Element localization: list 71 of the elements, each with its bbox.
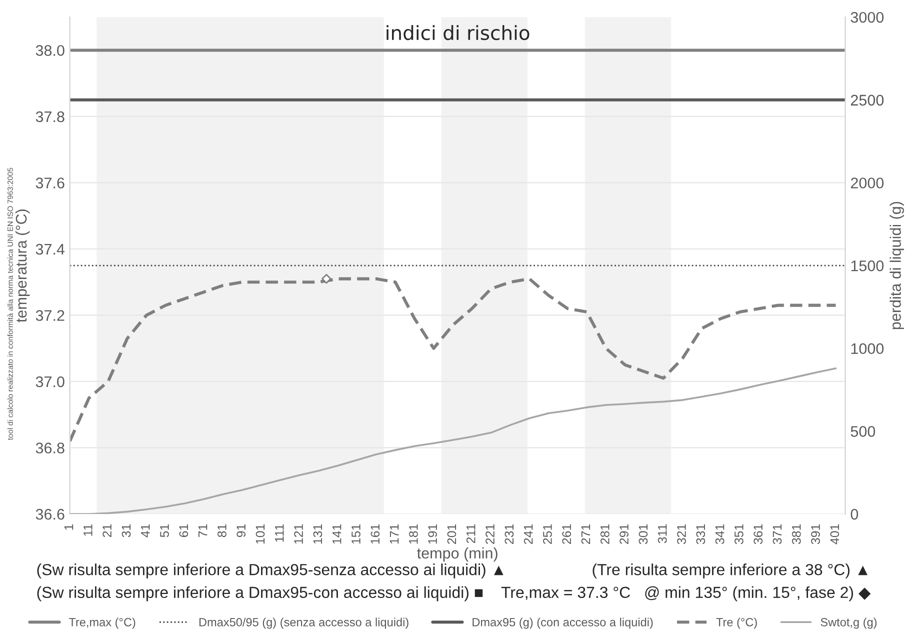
x-tick-label: 161 [370, 524, 380, 544]
y2-axis-title: perdita di liquidi (g) [890, 202, 904, 330]
x-tick-label: 211 [466, 524, 476, 544]
legend-label: Swtot,g (g) [820, 618, 877, 629]
x-tick-label: 351 [734, 524, 744, 544]
x-tick-label: 381 [792, 524, 801, 544]
x-tick-label: 291 [620, 524, 628, 544]
y2-tick-label: 2000 [850, 178, 884, 188]
x-tick-label: 281 [600, 524, 610, 544]
x-tick-label: 171 [390, 524, 399, 544]
x-tick-label: 141 [332, 524, 342, 544]
y-tick-label: 37.0 [36, 376, 64, 388]
x-tick-label: 241 [524, 524, 533, 544]
x-tick-label: 121 [294, 524, 303, 544]
x-tick-label: 11 [84, 524, 92, 536]
x-tick-label: 331 [696, 524, 706, 544]
line-series [70, 368, 837, 514]
x-tick-label: 401 [830, 524, 840, 544]
x-tick-label: 371 [772, 524, 782, 544]
y-tick-label: 37.4 [36, 244, 65, 255]
x-tick-label: 301 [638, 524, 648, 544]
y-tick-label: 36.8 [36, 442, 64, 454]
x-tick-label: 81 [218, 524, 226, 538]
y-axis-title: temperatura (°C) [15, 210, 30, 322]
x-tick-label: 131 [313, 524, 322, 544]
text: (Tre risulta sempre inferiore a 38 °C) ▲ [592, 564, 868, 578]
y-tick-label: 37.6 [36, 178, 64, 188]
x-tick-label: 21 [102, 524, 112, 537]
x-tick-label: 51 [160, 524, 169, 538]
y-tick-label: 36.6 [36, 508, 64, 520]
y-tick-label: 37.8 [36, 111, 64, 122]
x-tick-label: 261 [562, 524, 572, 544]
x-tick-label: 1 [64, 524, 74, 530]
text: (Sw risulta sempre inferiore a Dmax95-senza accesso ai liquidi) ▲ [37, 564, 504, 578]
x-tick-label: 251 [543, 524, 552, 544]
x-tick-label: 111 [275, 524, 284, 542]
x-tick-label: 361 [754, 524, 763, 544]
y2-tick-label: 0 [850, 508, 858, 520]
y2-tick-label: 1500 [851, 260, 884, 272]
y2-tick-label: 500 [850, 426, 876, 437]
x-tick-label: 101 [256, 524, 265, 544]
text: (Sw risulta sempre inferiore a Dmax95-con accesso ai liquidi) ■ [37, 586, 483, 602]
legend-label: Dmax50/95 (g) (senza accesso a liquidi) [199, 618, 408, 629]
x-tick-label: 31 [122, 524, 131, 538]
legend-label: Dmax95 (g) (con accesso a liquidi) [472, 618, 653, 629]
x-tick-label: 231 [504, 524, 514, 544]
x-tick-label: 71 [198, 524, 208, 537]
x-tick-label: 391 [811, 524, 820, 544]
legend-label: Tre (°C) [716, 618, 757, 629]
x-tick-label: 321 [677, 524, 686, 544]
legend-label: Tre,max (°C) [68, 618, 136, 629]
y-tick-label: 38.0 [36, 45, 64, 56]
x-tick-label: 341 [715, 524, 724, 544]
x-tick-label: 201 [447, 524, 456, 544]
line-series [70, 277, 838, 443]
chart-title: indici di rischio [386, 25, 530, 40]
y2-tick-label: 3000 [850, 12, 884, 23]
x-tick-label: 191 [428, 524, 437, 544]
text: Tre,max = 37.3 °C @ min 135° (min. 15°, fase 2) ◆ [501, 586, 871, 602]
x-tick-label: 181 [409, 524, 418, 544]
x-tick-label: 61 [179, 524, 188, 537]
x-tick-label: 221 [486, 524, 494, 544]
y2-tick-label: 2500 [850, 94, 884, 106]
x-tick-label: 41 [141, 524, 150, 538]
y2-tick-label: 1000 [851, 343, 884, 354]
x-tick-label: 151 [352, 524, 360, 544]
x-axis-title: tempo (min) [417, 547, 498, 562]
x-tick-label: 271 [581, 524, 590, 544]
x-tick-label: 311 [658, 524, 667, 544]
x-tick-label: 91 [236, 524, 246, 538]
y-tick-label: 37.2 [36, 310, 64, 321]
